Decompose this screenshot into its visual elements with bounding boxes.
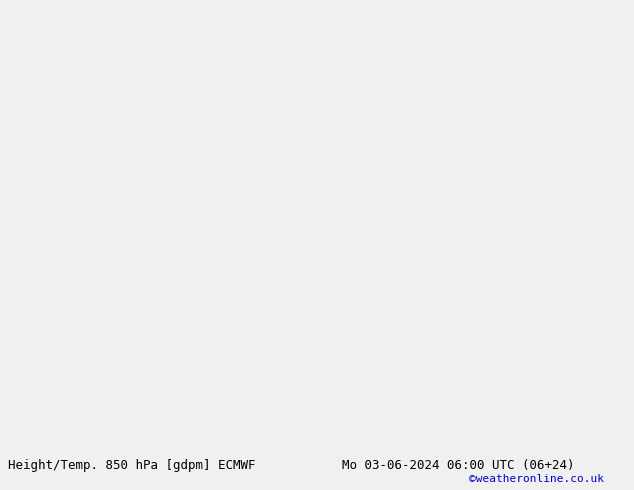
Text: -15: -15 (220, 54, 233, 63)
Text: ©weatheronline.co.uk: ©weatheronline.co.uk (469, 474, 604, 484)
Text: 0: 0 (490, 0, 495, 5)
Text: -15: -15 (268, 368, 281, 377)
Text: 118: 118 (310, 161, 330, 171)
Text: 150: 150 (382, 401, 402, 412)
Text: -25: -25 (578, 361, 592, 370)
Polygon shape (58, 256, 108, 299)
Text: -20: -20 (558, 312, 571, 321)
Text: 10: 10 (428, 221, 439, 230)
Text: 0: 0 (608, 21, 613, 29)
Text: -15: -15 (585, 278, 598, 287)
Text: 134: 134 (303, 221, 323, 231)
Polygon shape (288, 305, 385, 354)
Text: Mo 03-06-2024 06:00 UTC (06+24): Mo 03-06-2024 06:00 UTC (06+24) (342, 459, 575, 472)
Text: 150: 150 (182, 128, 202, 138)
Text: 150: 150 (555, 150, 575, 160)
Text: 10: 10 (478, 230, 489, 239)
Polygon shape (265, 0, 634, 451)
Text: -5: -5 (292, 182, 301, 191)
Text: -25: -25 (588, 402, 602, 412)
Text: 10: 10 (435, 240, 446, 248)
Text: 10: 10 (32, 212, 42, 221)
Text: 134: 134 (306, 83, 326, 93)
Text: 142: 142 (468, 193, 488, 202)
Text: 150: 150 (192, 414, 212, 423)
Polygon shape (310, 0, 634, 258)
Text: Height/Temp. 850 hPa [gdpm] ECMWF: Height/Temp. 850 hPa [gdpm] ECMWF (8, 459, 255, 472)
Text: 10: 10 (2, 23, 13, 31)
Text: -10: -10 (260, 59, 273, 68)
Text: 150: 150 (48, 31, 68, 41)
Text: -25: -25 (478, 403, 491, 412)
Text: 150: 150 (68, 294, 88, 304)
Text: 142: 142 (378, 187, 398, 197)
Text: 158: 158 (82, 143, 102, 153)
Text: 10: 10 (98, 271, 108, 280)
Polygon shape (200, 0, 634, 258)
Text: 5: 5 (528, 37, 533, 46)
Polygon shape (0, 0, 95, 101)
Text: 126: 126 (308, 111, 328, 121)
Text: -15: -15 (128, 372, 141, 381)
Text: 142: 142 (255, 112, 275, 122)
Text: 10: 10 (52, 133, 63, 142)
Text: -20: -20 (472, 350, 486, 359)
Text: -20: -20 (288, 409, 302, 418)
Text: 150: 150 (448, 404, 469, 414)
Text: 150: 150 (382, 303, 402, 313)
Text: 10: 10 (375, 217, 385, 225)
Text: 158: 158 (250, 229, 270, 239)
Polygon shape (362, 359, 440, 405)
